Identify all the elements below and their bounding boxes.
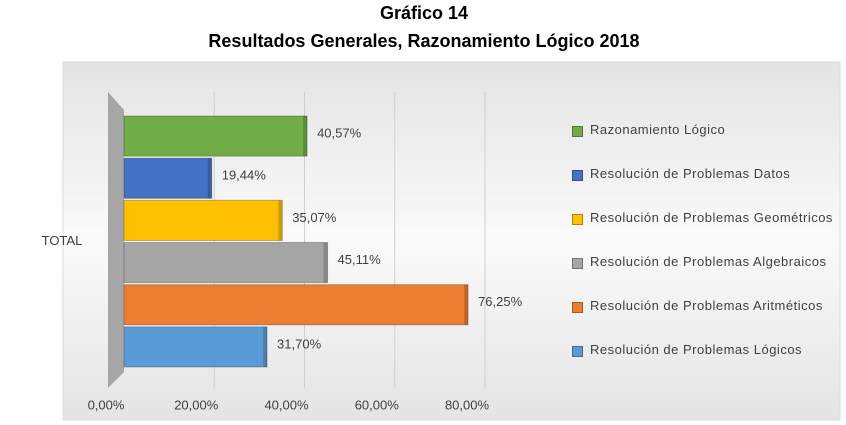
legend-item: Razonamiento Lógico (572, 122, 837, 166)
data-label: 76,25% (478, 294, 523, 309)
data-label: 45,11% (338, 252, 382, 267)
bar-side (323, 242, 328, 283)
data-label: 31,70% (277, 336, 322, 351)
legend-swatch (572, 258, 583, 269)
legend-label: Resolución de Problemas Lógicos (590, 342, 803, 357)
data-label: 40,57% (317, 126, 362, 141)
legend-swatch (572, 126, 583, 137)
legend-item: Resolución de Problemas Datos (572, 166, 837, 210)
legend-item: Resolución de Problemas Lógicos (572, 342, 837, 386)
legend-swatch (572, 170, 583, 181)
legend-swatch (572, 214, 583, 225)
chart-subtitle: Resultados Generales, Razonamiento Lógic… (208, 31, 639, 51)
bar (123, 242, 329, 284)
legend-label: Resolución de Problemas Algebraicos (590, 254, 827, 269)
bar (123, 115, 308, 157)
legend-swatch (572, 302, 583, 313)
legend: Razonamiento Lógico Resolución de Problem… (572, 122, 837, 386)
axis-wall (108, 92, 124, 388)
x-tick-label: 0,00% (88, 397, 125, 412)
bar (123, 199, 283, 241)
bar-side (207, 158, 212, 199)
x-tick-label: 80,00% (445, 397, 490, 412)
x-tick-label: 20,00% (174, 397, 219, 412)
bar-side (278, 200, 283, 241)
data-label: 35,07% (292, 210, 337, 225)
bar-side (464, 284, 469, 325)
legend-label: Razonamiento Lógico (590, 122, 726, 137)
legend-item: Resolución de Problemas Aritméticos (572, 298, 837, 342)
bar-side (263, 326, 268, 367)
x-tick-label: 40,00% (264, 397, 309, 412)
chart-title: Gráfico 14 (380, 3, 468, 23)
legend-label: Resolución de Problemas Geométricos (590, 210, 833, 225)
legend-label: Resolución de Problemas Datos (590, 166, 791, 181)
x-tick-label: 60,00% (355, 397, 400, 412)
bar (123, 326, 268, 368)
legend-item: Resolución de Problemas Algebraicos (572, 254, 837, 298)
legend-item: Resolución de Problemas Geométricos (572, 210, 837, 254)
bar-side (303, 116, 308, 157)
data-label: 19,44% (222, 168, 267, 183)
bar (123, 157, 213, 199)
y-tick-label: TOTAL (42, 233, 83, 248)
legend-swatch (572, 346, 583, 357)
bar (123, 284, 469, 326)
legend-label: Resolución de Problemas Aritméticos (590, 298, 823, 313)
